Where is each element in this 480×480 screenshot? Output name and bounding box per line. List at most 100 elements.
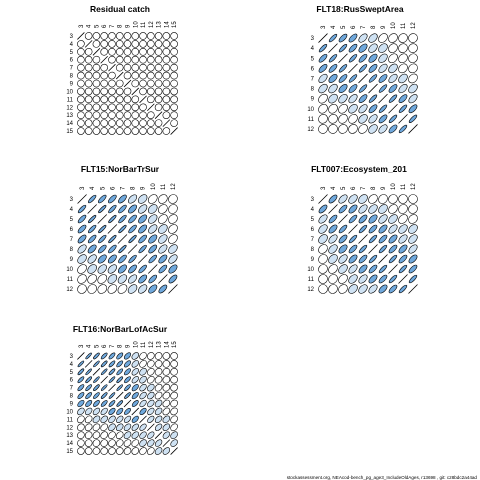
correlation-ellipse [358, 114, 368, 124]
correlation-ellipse [154, 48, 163, 56]
correlation-ellipse [388, 224, 398, 234]
correlation-ellipse [154, 79, 163, 88]
correlation-ellipse [147, 204, 158, 214]
correlation-ellipse [388, 234, 398, 244]
correlation-ellipse [108, 194, 117, 204]
column-tick-label: 5 [100, 186, 106, 190]
correlation-ellipse [328, 284, 338, 294]
correlation-ellipse [388, 63, 398, 74]
correlation-ellipse [131, 63, 140, 72]
correlation-ellipse [162, 391, 171, 400]
row-tick-label: 6 [70, 227, 74, 233]
correlation-ellipse [398, 73, 408, 84]
correlation-ellipse [85, 392, 93, 399]
correlation-ellipse [388, 94, 398, 103]
correlation-ellipse [116, 400, 124, 407]
row-tick-label: 12 [66, 105, 73, 111]
correlation-ellipse [318, 284, 328, 294]
correlation-ellipse [162, 368, 171, 376]
correlation-diagonal-mark [84, 360, 93, 368]
correlation-ellipse [328, 214, 338, 224]
correlation-ellipse [398, 53, 408, 64]
correlation-diagonal-mark [154, 111, 163, 119]
column-tick-label: 15 [172, 21, 178, 28]
correlation-ellipse [84, 439, 93, 447]
correlation-ellipse [154, 71, 163, 80]
correlation-ellipse [87, 264, 97, 274]
correlation-ellipse [147, 32, 155, 40]
correlation-ellipse [100, 87, 108, 96]
correlation-ellipse [170, 391, 178, 400]
correlation-ellipse [147, 352, 155, 360]
correlation-ellipse [368, 194, 378, 204]
correlation-ellipse [92, 87, 101, 96]
correlation-ellipse [77, 376, 85, 384]
correlation-ellipse [328, 194, 338, 204]
correlation-ellipse [100, 352, 108, 360]
correlation-diagonal-mark [348, 63, 358, 74]
correlation-diagonal-mark [408, 124, 418, 134]
correlation-ellipse [388, 124, 398, 134]
correlation-ellipse [77, 103, 85, 112]
correlation-ellipse [388, 214, 398, 224]
correlation-ellipse [338, 124, 348, 134]
row-tick-label: 5 [311, 56, 315, 62]
correlation-ellipse [388, 43, 398, 53]
column-tick-label: 8 [371, 186, 377, 190]
correlation-ellipse [162, 32, 171, 40]
column-tick-label: 14 [164, 341, 170, 348]
correlation-ellipse [368, 74, 378, 83]
row-tick-label: 14 [66, 121, 73, 127]
correlation-ellipse [92, 111, 101, 119]
correlation-ellipse [368, 63, 378, 73]
correlation-ellipse [84, 71, 93, 80]
correlation-ellipse [128, 194, 138, 204]
correlation-ellipse [318, 224, 328, 234]
correlation-ellipse [158, 284, 168, 294]
correlation-ellipse [348, 214, 358, 224]
correlation-ellipse [123, 103, 132, 112]
column-tick-label: 4 [87, 344, 93, 348]
correlation-ellipse [100, 71, 108, 80]
row-tick-label: 8 [70, 394, 74, 400]
correlation-ellipse [147, 375, 155, 384]
correlation-ellipse [328, 124, 338, 134]
column-tick-label: 9 [141, 186, 147, 190]
correlation-diagonal-mark [131, 407, 140, 416]
correlation-ellipse [108, 119, 116, 127]
row-tick-label: 11 [67, 277, 74, 283]
correlation-ellipse [131, 103, 140, 112]
correlation-ellipse [116, 407, 124, 415]
correlation-ellipse [408, 94, 418, 104]
correlation-ellipse [139, 352, 147, 360]
correlation-ellipse [170, 63, 178, 72]
correlation-ellipse [170, 71, 178, 80]
correlation-ellipse [398, 284, 408, 294]
correlation-ellipse [358, 64, 368, 73]
correlation-ellipse [338, 43, 348, 53]
correlation-ellipse [147, 415, 155, 423]
correlation-ellipse [338, 204, 348, 214]
column-tick-label: 11 [161, 183, 167, 190]
row-tick-label: 12 [307, 287, 314, 293]
correlation-ellipse [170, 40, 178, 48]
column-tick-label: 11 [141, 21, 147, 28]
panel-title: FLT18:RusSweptArea [316, 4, 403, 14]
correlation-ellipse [115, 431, 124, 439]
correlation-ellipse [108, 40, 116, 48]
correlation-diagonal-mark [388, 103, 398, 114]
correlation-ellipse [348, 204, 358, 214]
correlation-ellipse [123, 423, 132, 431]
correlation-ellipse [388, 244, 398, 254]
correlation-ellipse [318, 53, 328, 63]
correlation-ellipse [318, 274, 328, 284]
correlation-ellipse [408, 214, 418, 224]
column-tick-label: 4 [331, 25, 337, 29]
correlation-ellipse [147, 48, 155, 56]
correlation-ellipse [131, 48, 140, 56]
correlation-ellipse [318, 244, 328, 254]
correlation-ellipse [408, 83, 418, 94]
correlation-ellipse [147, 111, 155, 119]
correlation-ellipse [100, 32, 108, 40]
correlation-ellipse [124, 360, 131, 368]
